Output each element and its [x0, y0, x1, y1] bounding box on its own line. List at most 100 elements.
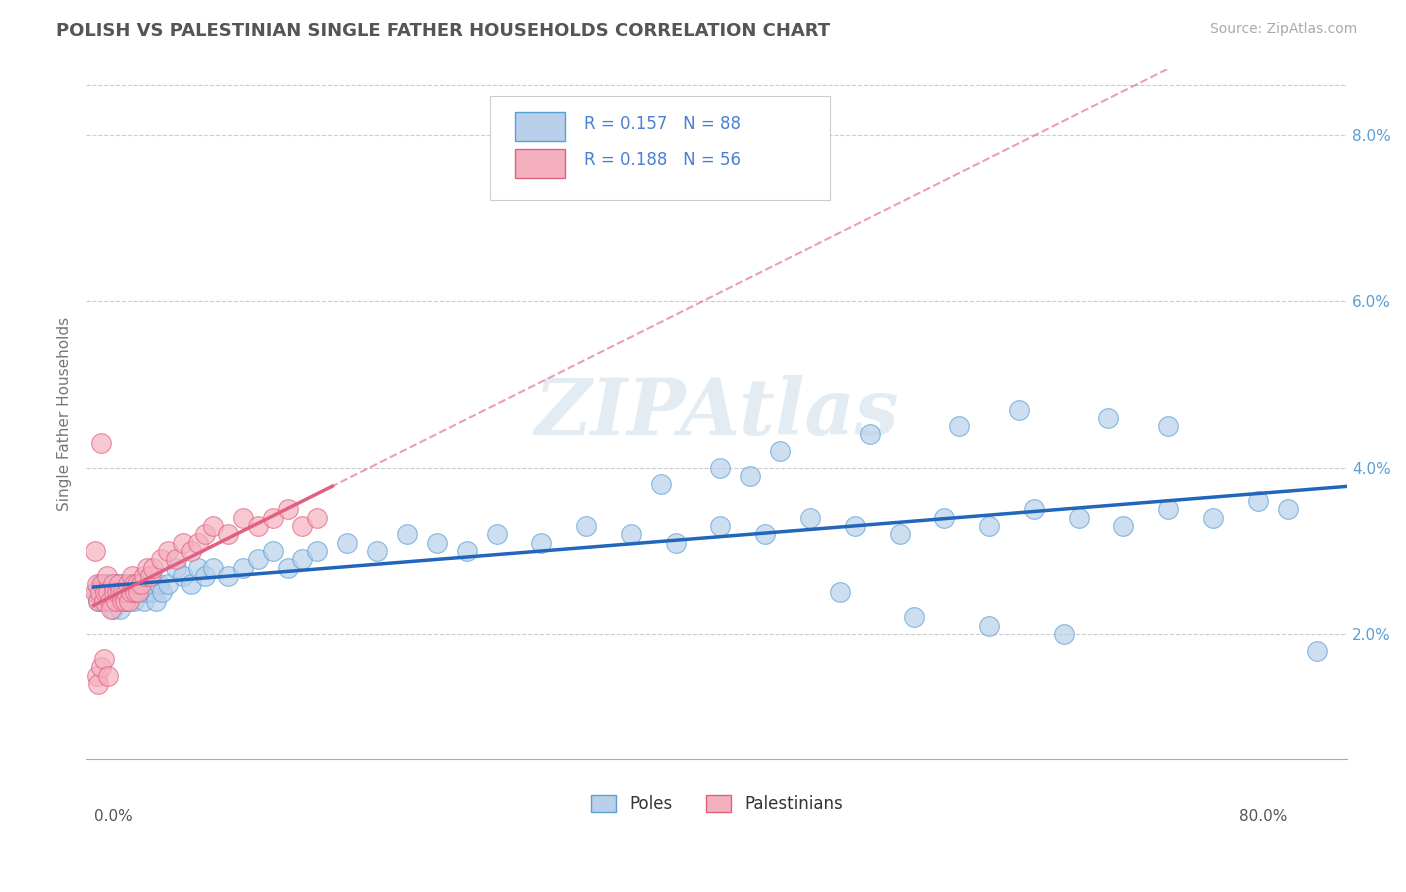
Point — [246, 552, 269, 566]
Point — [97, 585, 120, 599]
Point — [485, 527, 508, 541]
Point — [124, 585, 146, 599]
Point — [104, 594, 127, 608]
Point — [125, 577, 148, 591]
Legend: Poles, Palestinians: Poles, Palestinians — [583, 788, 849, 820]
Point — [90, 435, 112, 450]
Point — [1067, 510, 1090, 524]
Point — [217, 527, 239, 541]
Point — [709, 460, 731, 475]
Point — [142, 585, 165, 599]
Point — [101, 577, 124, 591]
Text: 80.0%: 80.0% — [1239, 809, 1288, 823]
Point — [120, 585, 142, 599]
Point — [108, 585, 131, 599]
Point — [740, 469, 762, 483]
Point — [98, 585, 121, 599]
Point — [180, 577, 202, 591]
Point — [844, 519, 866, 533]
Point — [93, 652, 115, 666]
Point — [1157, 502, 1180, 516]
Point — [157, 544, 180, 558]
Point — [134, 569, 156, 583]
Text: R = 0.157   N = 88: R = 0.157 N = 88 — [585, 115, 741, 133]
Point — [828, 585, 851, 599]
Point — [187, 560, 209, 574]
Point — [84, 585, 107, 599]
Point — [86, 668, 108, 682]
Point — [1306, 643, 1329, 657]
FancyBboxPatch shape — [489, 96, 830, 200]
Point — [93, 594, 115, 608]
Point — [90, 660, 112, 674]
Point — [246, 519, 269, 533]
Point — [110, 602, 132, 616]
Point — [277, 560, 299, 574]
Point — [127, 585, 149, 599]
Point — [120, 577, 142, 591]
Point — [456, 544, 478, 558]
Text: R = 0.188   N = 56: R = 0.188 N = 56 — [585, 152, 741, 169]
Point — [139, 569, 162, 583]
Point — [977, 619, 1000, 633]
Point — [148, 577, 170, 591]
Point — [89, 577, 111, 591]
Point — [111, 594, 134, 608]
Point — [366, 544, 388, 558]
Point — [117, 577, 139, 591]
Point — [118, 594, 141, 608]
Text: ZIPAtlas: ZIPAtlas — [534, 376, 898, 452]
Point — [91, 577, 114, 591]
Point — [1112, 519, 1135, 533]
Point — [217, 569, 239, 583]
Point — [98, 594, 121, 608]
Point — [84, 544, 107, 558]
Point — [201, 560, 224, 574]
Point — [165, 552, 187, 566]
Point — [93, 577, 115, 591]
Point — [87, 594, 110, 608]
Point — [100, 594, 122, 608]
Point — [150, 585, 173, 599]
Point — [187, 535, 209, 549]
Bar — [515, 149, 565, 178]
Point — [110, 585, 132, 599]
Point — [127, 577, 149, 591]
Point — [94, 585, 117, 599]
Point — [87, 594, 110, 608]
Point — [97, 668, 120, 682]
Point — [115, 585, 138, 599]
Point — [948, 419, 970, 434]
Text: 0.0%: 0.0% — [94, 809, 132, 823]
Point — [115, 577, 138, 591]
Point — [111, 577, 134, 591]
Point — [87, 677, 110, 691]
Point — [530, 535, 553, 549]
Point — [103, 585, 125, 599]
Point — [108, 577, 131, 591]
Point — [101, 602, 124, 616]
Bar — [515, 112, 565, 141]
Point — [104, 594, 127, 608]
Point — [172, 535, 194, 549]
Point — [291, 519, 314, 533]
Point — [180, 544, 202, 558]
Point — [650, 477, 672, 491]
Point — [201, 519, 224, 533]
Point — [122, 577, 145, 591]
Point — [172, 569, 194, 583]
Point — [307, 510, 329, 524]
Point — [86, 577, 108, 591]
Point — [134, 594, 156, 608]
Point — [139, 577, 162, 591]
Point — [117, 585, 139, 599]
Point — [112, 585, 135, 599]
Point — [859, 427, 882, 442]
Point — [1157, 419, 1180, 434]
Point — [86, 585, 108, 599]
Point — [157, 577, 180, 591]
Point — [799, 510, 821, 524]
Point — [769, 444, 792, 458]
Point — [149, 552, 172, 566]
Point — [96, 569, 118, 583]
